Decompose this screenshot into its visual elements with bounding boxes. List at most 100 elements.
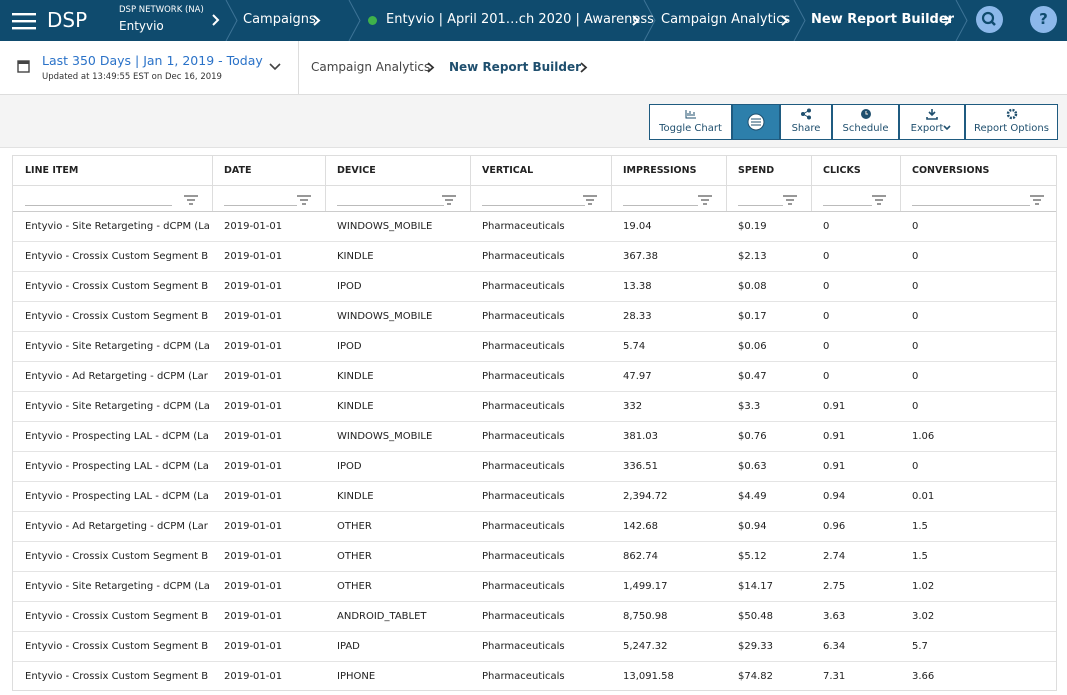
chevron <box>632 15 640 26</box>
table-cell: 0 <box>900 332 1057 362</box>
network-name[interactable]: Entyvio <box>119 19 164 33</box>
column-divider <box>811 156 812 211</box>
filter-icon[interactable] <box>442 195 456 205</box>
table-cell: 0 <box>900 212 1057 242</box>
table-cell: 3.02 <box>900 602 1057 632</box>
table-cell: IPHONE <box>325 662 470 691</box>
table-view-button[interactable] <box>732 104 780 140</box>
column-header[interactable]: DEVICE <box>325 156 470 186</box>
subheader: Last 350 Days | Jan 1, 2019 - Today Upda… <box>0 41 1067 95</box>
chevron <box>211 14 221 26</box>
filter-icon[interactable] <box>783 195 797 205</box>
column-header[interactable]: DATE <box>212 156 325 186</box>
table-cell: 5.7 <box>900 632 1057 662</box>
filter-input[interactable] <box>482 205 585 206</box>
table-cell: 0 <box>811 242 900 272</box>
column-header[interactable]: LINE ITEM <box>13 156 212 186</box>
table-cell: WINDOWS_MOBILE <box>325 422 470 452</box>
table-cell: 2.75 <box>811 572 900 602</box>
column-divider <box>900 156 901 211</box>
share-button[interactable]: Share <box>780 104 832 140</box>
table-cell: 5,247.32 <box>611 632 726 662</box>
table-cell: OTHER <box>325 572 470 602</box>
column-header[interactable]: SPEND <box>726 156 811 186</box>
chevron <box>580 62 588 73</box>
filter-icon[interactable] <box>1030 195 1044 205</box>
toggle-chart-button[interactable]: Toggle Chart <box>649 104 732 140</box>
column-header[interactable]: CONVERSIONS <box>900 156 1057 186</box>
table-cell: 0 <box>900 452 1057 482</box>
filter-icon[interactable] <box>297 195 311 205</box>
nav-crumb[interactable]: Campaign Analytics <box>661 12 790 27</box>
table-cell: Entyvio - Site Retargeting - dCPM (La <box>13 392 212 422</box>
table-cell: 367.38 <box>611 242 726 272</box>
filter-input[interactable] <box>623 205 698 206</box>
table-cell: 0.94 <box>811 482 900 512</box>
table-cell: Entyvio - Ad Retargeting - dCPM (Lar <box>13 512 212 542</box>
table-cell: Entyvio - Prospecting LAL - dCPM (La <box>13 422 212 452</box>
table-cell: 142.68 <box>611 512 726 542</box>
button-label: Schedule <box>833 123 898 134</box>
table-cell: 0 <box>811 362 900 392</box>
table-cell: 8,750.98 <box>611 602 726 632</box>
table-cell: Pharmaceuticals <box>470 512 611 542</box>
filter-icon[interactable] <box>583 195 597 205</box>
crumb-separator <box>955 0 969 41</box>
column-divider <box>325 156 326 211</box>
filter-icon[interactable] <box>184 195 198 205</box>
brand[interactable]: DSP <box>47 8 87 32</box>
table-cell: Entyvio - Crossix Custom Segment B <box>13 542 212 572</box>
column-header[interactable]: IMPRESSIONS <box>611 156 726 186</box>
nav-crumb: New Report Builder <box>811 12 954 27</box>
nav-crumb[interactable]: Campaigns <box>243 12 316 27</box>
table-cell: 336.51 <box>611 452 726 482</box>
button-label: Share <box>781 123 831 134</box>
table-cell: 47.97 <box>611 362 726 392</box>
crumb-separator <box>348 0 362 41</box>
chevron <box>313 15 321 26</box>
table-cell: Pharmaceuticals <box>470 572 611 602</box>
table-cell: IPOD <box>325 332 470 362</box>
filter-icon[interactable] <box>698 195 712 205</box>
table-cell: 0 <box>900 302 1057 332</box>
table-cell: $0.94 <box>726 512 811 542</box>
table-cell: 332 <box>611 392 726 422</box>
table-cell: 3.63 <box>811 602 900 632</box>
menu-icon[interactable] <box>12 12 36 30</box>
help-button[interactable]: ? <box>1030 6 1057 33</box>
button-label: Report Options <box>966 123 1057 134</box>
column-header[interactable]: VERTICAL <box>470 156 611 186</box>
table-cell: 2.74 <box>811 542 900 572</box>
table-cell: Pharmaceuticals <box>470 542 611 572</box>
table-cell: KINDLE <box>325 362 470 392</box>
filter-input[interactable] <box>25 205 172 206</box>
table-cell: 2019-01-01 <box>212 662 325 691</box>
sub-crumb[interactable]: Campaign Analytics <box>311 60 430 74</box>
filter-input[interactable] <box>337 205 444 206</box>
export-button[interactable]: Export <box>899 104 965 140</box>
table-cell: 0 <box>811 212 900 242</box>
table-cell: 0.91 <box>811 392 900 422</box>
filter-input[interactable] <box>912 205 1030 206</box>
table-cell: 0 <box>811 332 900 362</box>
table-cell: Pharmaceuticals <box>470 602 611 632</box>
table-cell: OTHER <box>325 512 470 542</box>
date-range[interactable]: Last 350 Days | Jan 1, 2019 - Today <box>42 53 263 68</box>
table-cell: 0.91 <box>811 452 900 482</box>
search-button[interactable] <box>976 6 1003 33</box>
filter-input[interactable] <box>738 205 783 206</box>
chevron <box>427 62 435 73</box>
nav-crumb[interactable]: Entyvio | April 201…ch 2020 | Awareness <box>386 12 654 27</box>
table-cell: 0 <box>811 272 900 302</box>
table-cell: Entyvio - Crossix Custom Segment B <box>13 632 212 662</box>
table-cell: WINDOWS_MOBILE <box>325 212 470 242</box>
column-header[interactable]: CLICKS <box>811 156 900 186</box>
report-options-button[interactable]: Report Options <box>965 104 1058 140</box>
filter-input[interactable] <box>823 205 872 206</box>
column-divider <box>726 156 727 211</box>
filter-input[interactable] <box>224 205 297 206</box>
table-cell: 1,499.17 <box>611 572 726 602</box>
filter-icon[interactable] <box>872 195 886 205</box>
schedule-button[interactable]: Schedule <box>832 104 899 140</box>
dropdown-caret[interactable] <box>269 63 281 71</box>
